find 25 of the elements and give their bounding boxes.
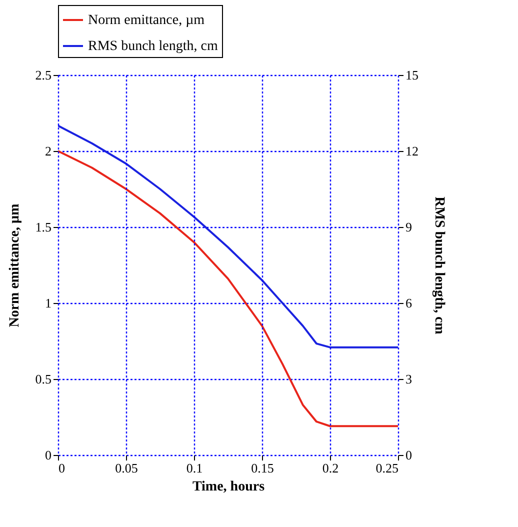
x-tick-label: 0.2: [322, 460, 339, 476]
y2-tick-label: 0: [406, 448, 412, 462]
line-series: [58, 150, 398, 428]
y2-tick-label: 12: [406, 144, 418, 158]
y2-axis-title: RMS bunch length, cm: [432, 196, 446, 335]
y-tick-label: 1.5: [35, 220, 52, 234]
x-tick-label: 0.1: [186, 460, 203, 476]
y-tick-label: 2.5: [35, 68, 52, 82]
x-tick-label: 0: [58, 460, 65, 476]
y-axis-title: Norm emittance, µm: [7, 203, 22, 328]
x-tick-label: 0.25: [376, 460, 398, 476]
line-series: [58, 124, 398, 348]
y-tick-label: 2: [45, 144, 52, 158]
y2-tick-label: 9: [406, 220, 412, 234]
y2-tick-label: 3: [406, 372, 412, 386]
y-tick-label: 1: [45, 296, 52, 310]
y-tick-label: 0.5: [35, 372, 52, 386]
legend-label: Norm emittance, µm: [88, 13, 205, 28]
y2-tick-label: 15: [406, 68, 418, 82]
y-tick-label: 0: [45, 448, 52, 462]
x-tick-label: 0.15: [251, 460, 274, 476]
x-axis-title: Time, hours: [192, 480, 266, 494]
x-tick-label: 0.05: [115, 460, 138, 476]
legend-label: RMS bunch length, cm: [88, 39, 218, 54]
y2-tick-label: 6: [406, 296, 412, 310]
